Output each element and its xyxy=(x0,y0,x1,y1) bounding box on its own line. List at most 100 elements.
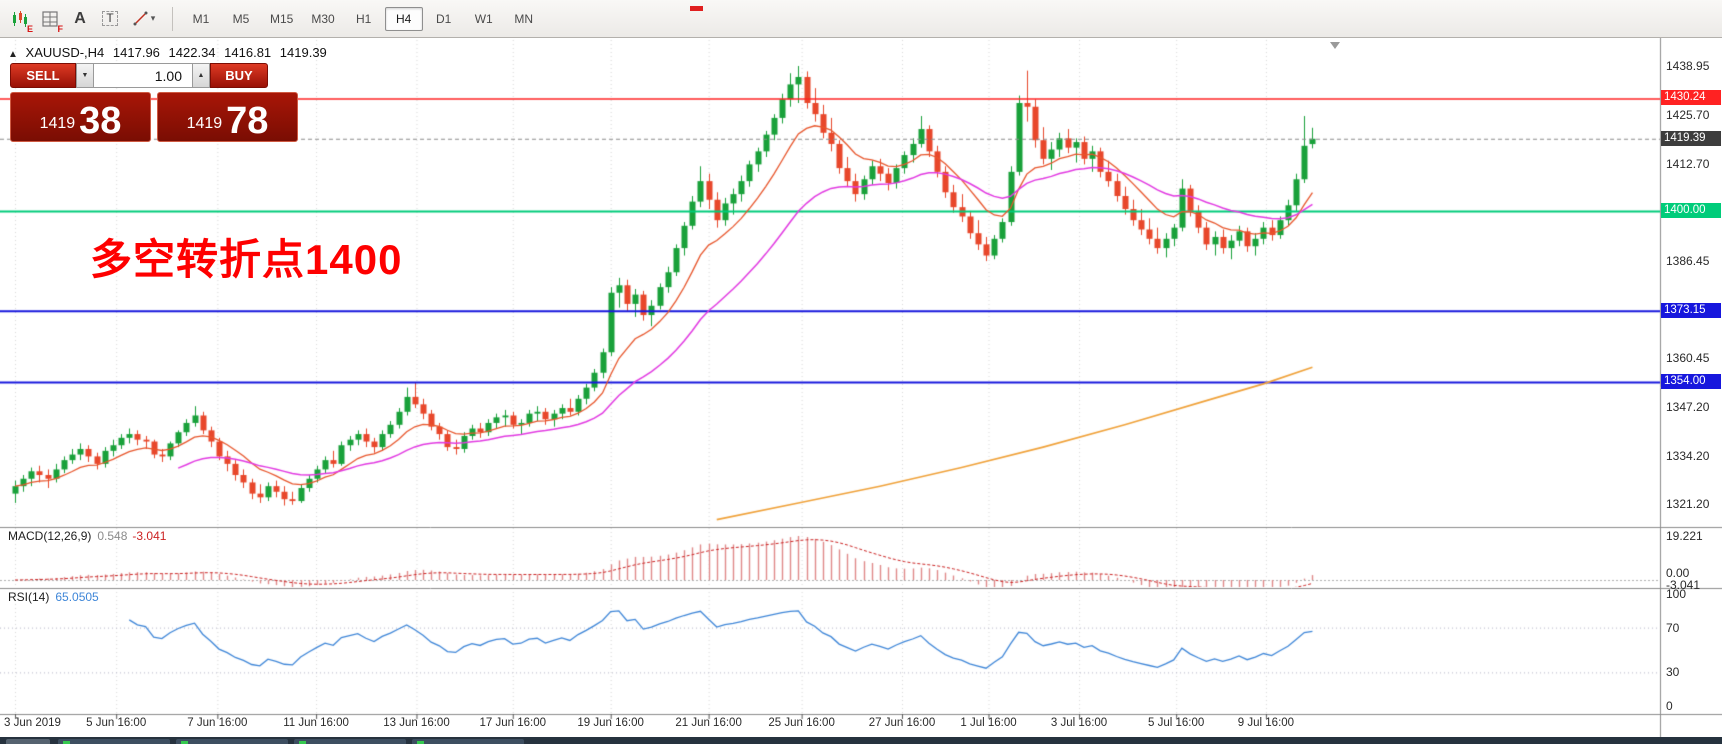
chart-shift-marker-icon[interactable] xyxy=(1330,42,1340,49)
grid-glyph xyxy=(42,10,58,27)
chart-annotation-text: 多空转折点1400 xyxy=(90,236,403,283)
bottom-bar-handle[interactable] xyxy=(6,739,50,744)
tab-timeframe-mn[interactable]: MN xyxy=(514,11,534,26)
tab-timeframe-m1[interactable]: M1 xyxy=(192,11,210,26)
time-axis-label: 27 Jun 16:00 xyxy=(868,717,936,729)
toolbar-separator xyxy=(172,6,173,31)
macd-value-signal: -3.041 xyxy=(132,529,167,543)
rsi-axis-label: 100 xyxy=(1666,587,1687,601)
volume-input[interactable] xyxy=(94,63,192,88)
time-axis-label: 5 Jul 16:00 xyxy=(1148,717,1205,729)
chart-tab-icon xyxy=(417,741,424,744)
price-axis-tick: 1412.70 xyxy=(1666,156,1710,171)
chart-tab[interactable] xyxy=(412,739,524,744)
price-axis-tick: 1321.20 xyxy=(1666,497,1710,512)
price-axis-badge: 1400.00 xyxy=(1661,202,1721,218)
bid-price-minor: 38 xyxy=(79,99,122,142)
bottom-tabs-bar xyxy=(0,737,1722,744)
price-axis-tick: 1425.70 xyxy=(1666,108,1710,123)
tool-badge: F xyxy=(57,23,64,34)
time-axis-label: 17 Jun 16:00 xyxy=(479,717,547,729)
ohlc-high: 1422.34 xyxy=(168,45,216,60)
bid-price-major: 1419 xyxy=(39,115,76,132)
arrow-down-icon: ▼ xyxy=(81,72,89,79)
rsi-value: 65.0505 xyxy=(55,590,99,604)
chart-tab[interactable] xyxy=(176,739,288,744)
red-dash-icon xyxy=(690,6,703,11)
rsi-indicator-label: RSI(14) 65.0505 xyxy=(8,590,99,604)
price-axis-badge: 1419.39 xyxy=(1661,130,1721,146)
ask-price-box[interactable]: 1419 78 xyxy=(157,92,298,142)
chart-tab[interactable] xyxy=(58,739,170,744)
tab-timeframe-h1[interactable]: H1 xyxy=(356,11,372,26)
rsi-name: RSI(14) xyxy=(8,590,50,604)
price-axis-badge: 1354.00 xyxy=(1661,374,1721,389)
tab-timeframe-m30[interactable]: M30 xyxy=(311,11,335,26)
text-box-tool-button[interactable]: T xyxy=(96,5,124,33)
rsi-axis-label: 30 xyxy=(1666,665,1680,680)
macd-axis-label: -3.041 xyxy=(1666,578,1701,592)
price-axis-badge: 1430.24 xyxy=(1661,90,1721,106)
time-axis-label: 7 Jun 16:00 xyxy=(187,717,248,729)
ask-price-minor: 78 xyxy=(226,99,269,142)
symbol-period-label: XAUUSD-,H4 xyxy=(25,45,105,60)
tab-timeframe-m5[interactable]: M5 xyxy=(232,11,250,26)
arrow-up-icon: ▲ xyxy=(197,72,205,79)
ohlc-low: 1416.81 xyxy=(224,45,272,60)
chart-tab-icon xyxy=(63,741,70,744)
ohlc-close: 1419.39 xyxy=(279,45,327,60)
macd-axis-label: 0.00 xyxy=(1666,566,1690,580)
chart-tab-icon xyxy=(181,741,188,744)
text-box-icon: T xyxy=(102,11,118,26)
tool-badge: E xyxy=(26,23,33,34)
volume-increase-button[interactable]: ▲ xyxy=(192,63,210,88)
tab-timeframe-w1[interactable]: W1 xyxy=(474,11,493,26)
price-chart-canvas[interactable] xyxy=(0,38,1722,744)
macd-axis-label: 19.221 xyxy=(1666,529,1703,543)
ohlc-open: 1417.96 xyxy=(112,45,160,60)
trendline-icon xyxy=(133,11,148,25)
rsi-axis-label: 70 xyxy=(1666,620,1680,635)
volume-decrease-button[interactable]: ▼ xyxy=(76,63,94,88)
chevron-down-icon: ▾ xyxy=(150,13,156,23)
time-axis-label: 9 Jul 16:00 xyxy=(1237,717,1295,729)
time-axis-label: 13 Jun 16:00 xyxy=(383,717,450,729)
main-toolbar: E F A T ▾ M1 M5 M15 M30 H1 H4 D1 W1 MN xyxy=(0,0,1722,38)
macd-name: MACD(12,26,9) xyxy=(8,529,92,543)
candles-glyph xyxy=(13,10,27,27)
macd-value-main: 0.548 xyxy=(97,529,128,543)
text-label-tool-button[interactable]: A xyxy=(66,5,94,33)
text-label-icon: A xyxy=(74,9,86,27)
symbol-info-line: ▲ XAUUSD-,H4 1417.96 1422.34 1416.81 141… xyxy=(8,45,332,60)
rsi-axis-label: 0 xyxy=(1666,699,1673,713)
time-axis-label: 1 Jul 16:00 xyxy=(960,717,1017,729)
price-axis-tick: 1347.20 xyxy=(1666,400,1710,415)
ask-price-major: 1419 xyxy=(186,115,223,132)
chart-tab[interactable] xyxy=(294,739,406,744)
buy-button[interactable]: BUY xyxy=(210,63,268,88)
tab-timeframe-d1[interactable]: D1 xyxy=(436,11,452,26)
price-axis-tick: 1386.45 xyxy=(1666,254,1710,269)
tab-timeframe-m15[interactable]: M15 xyxy=(270,11,294,26)
one-click-trade-panel: SELL ▼ ▲ BUY 1419 38 1419 78 xyxy=(10,63,298,142)
sell-button[interactable]: SELL xyxy=(10,63,76,88)
macd-indicator-label: MACD(12,26,9) 0.548 -3.041 xyxy=(8,529,166,543)
candlestick-chart-icon[interactable]: E xyxy=(6,5,34,34)
price-axis-tick: 1360.45 xyxy=(1666,351,1710,366)
bid-price-box[interactable]: 1419 38 xyxy=(10,92,151,142)
price-axis-tick: 1438.95 xyxy=(1666,59,1710,73)
time-axis-label: 5 Jun 16:00 xyxy=(86,717,147,729)
time-axis-label: 19 Jun 16:00 xyxy=(577,717,644,729)
collapse-arrow-icon[interactable]: ▲ xyxy=(8,49,18,60)
time-axis-label: 25 Jun 16:00 xyxy=(768,717,835,729)
time-axis-label: 3 Jun 2019 xyxy=(4,717,61,729)
time-axis-label: 3 Jul 16:00 xyxy=(1050,717,1108,729)
template-grid-icon[interactable]: F xyxy=(36,5,64,34)
time-axis-label: 21 Jun 16:00 xyxy=(675,717,742,729)
line-tools-dropdown[interactable]: ▾ xyxy=(126,5,162,33)
price-axis-badge: 1373.15 xyxy=(1661,302,1721,318)
chart-tab-icon xyxy=(299,741,306,744)
tab-timeframe-h4[interactable]: H4 xyxy=(384,6,423,31)
timeframe-toolbar: M1 M5 M15 M30 H1 H4 D1 W1 MN xyxy=(181,6,544,31)
